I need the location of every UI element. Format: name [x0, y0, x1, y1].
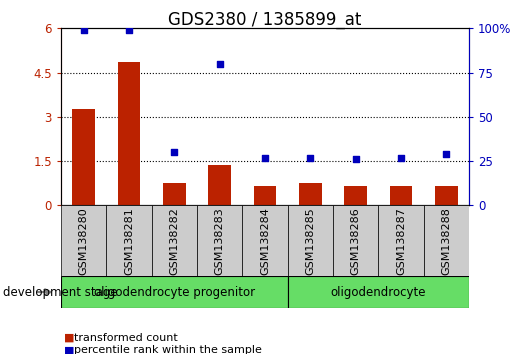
Text: oligodendrocyte progenitor: oligodendrocyte progenitor — [94, 286, 255, 298]
Text: GSM138284: GSM138284 — [260, 207, 270, 275]
Text: GSM138283: GSM138283 — [215, 207, 225, 275]
Bar — [72, 109, 95, 205]
Bar — [118, 62, 140, 205]
Point — [170, 149, 179, 155]
Bar — [208, 166, 231, 205]
Text: GDS2380 / 1385899_at: GDS2380 / 1385899_at — [169, 11, 361, 29]
Point — [306, 155, 315, 160]
Text: GSM138281: GSM138281 — [124, 207, 134, 275]
Bar — [390, 186, 412, 205]
Bar — [254, 186, 276, 205]
Bar — [288, 205, 333, 276]
Bar — [423, 205, 469, 276]
Bar — [435, 186, 458, 205]
Bar — [333, 205, 378, 276]
Bar — [163, 183, 186, 205]
Bar — [299, 183, 322, 205]
Text: GSM138286: GSM138286 — [351, 207, 361, 275]
Point — [397, 155, 405, 160]
Bar — [288, 276, 469, 308]
Bar — [378, 205, 423, 276]
Text: GSM138287: GSM138287 — [396, 207, 406, 275]
Text: GSM138285: GSM138285 — [305, 207, 315, 275]
Bar — [344, 186, 367, 205]
Text: GSM138280: GSM138280 — [78, 207, 89, 275]
Bar — [197, 205, 242, 276]
Text: GSM138282: GSM138282 — [169, 207, 179, 275]
Bar — [152, 205, 197, 276]
Text: percentile rank within the sample: percentile rank within the sample — [74, 346, 262, 354]
Text: GSM138288: GSM138288 — [441, 207, 452, 275]
Point — [125, 27, 133, 33]
Point — [215, 61, 224, 67]
Point — [442, 151, 450, 157]
Bar — [107, 205, 152, 276]
Bar — [61, 205, 107, 276]
Text: transformed count: transformed count — [74, 333, 178, 343]
Point — [351, 156, 360, 162]
Text: ■: ■ — [64, 346, 74, 354]
Point — [261, 155, 269, 160]
Point — [80, 27, 88, 33]
Text: ■: ■ — [64, 333, 74, 343]
Bar — [242, 205, 288, 276]
Text: development stage: development stage — [3, 286, 117, 298]
Bar — [61, 276, 288, 308]
Text: oligodendrocyte: oligodendrocyte — [331, 286, 426, 298]
